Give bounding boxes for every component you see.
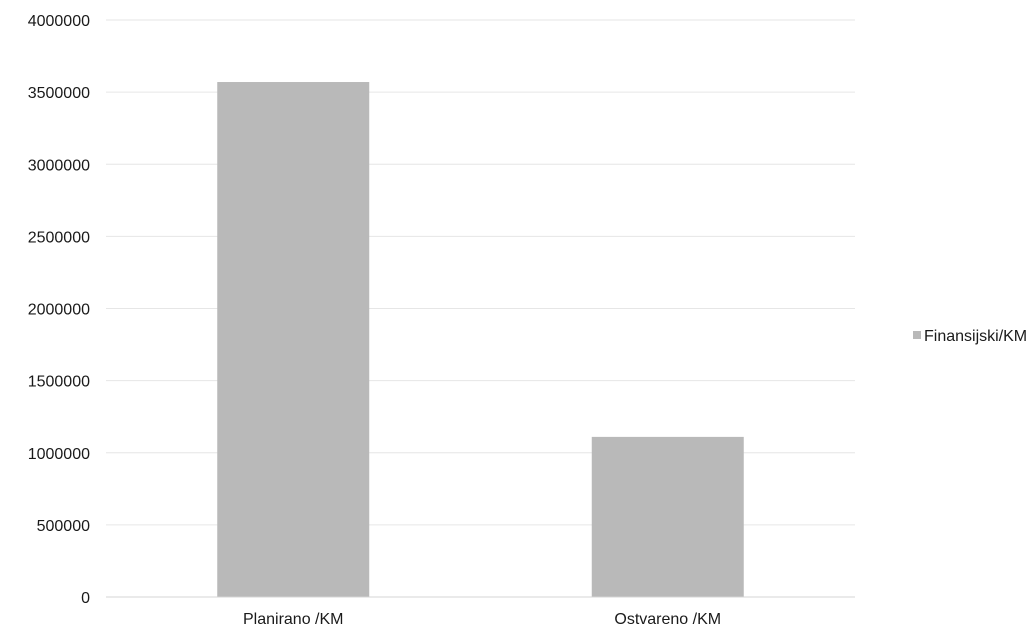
y-tick-label: 3000000 [28, 157, 90, 174]
y-tick-label: 3500000 [28, 85, 90, 102]
x-axis-category-labels: Planirano /KM Ostvareno /KM [243, 611, 721, 628]
y-tick-label: 4000000 [28, 13, 90, 30]
y-tick-label: 0 [81, 590, 90, 607]
y-tick-label: 2000000 [28, 302, 90, 319]
bars [217, 82, 744, 598]
y-tick-label: 500000 [37, 518, 90, 535]
legend-swatch [913, 331, 921, 339]
x-category-label: Ostvareno /KM [614, 611, 721, 628]
legend: Finansijski/KM [913, 328, 1027, 345]
bar [591, 436, 744, 597]
x-category-label: Planirano /KM [243, 611, 344, 628]
y-axis-tick-labels: 0 500000 1000000 1500000 2000000 2500000 30000… [28, 13, 90, 607]
y-tick-label: 1000000 [28, 446, 90, 463]
legend-label: Finansijski/KM [924, 328, 1027, 345]
bar [217, 82, 370, 598]
y-tick-label: 2500000 [28, 229, 90, 246]
y-tick-label: 1500000 [28, 374, 90, 391]
